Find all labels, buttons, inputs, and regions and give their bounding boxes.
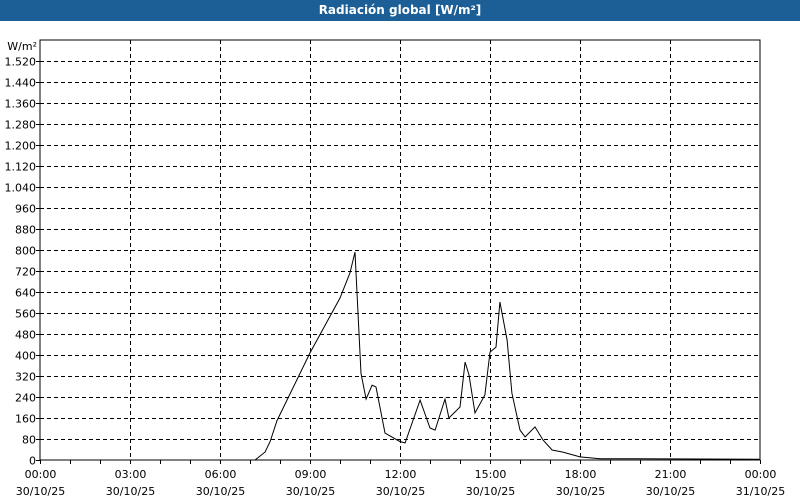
- y-tick-label: 880: [15, 224, 36, 237]
- y-tick-label: 160: [15, 413, 36, 426]
- x-tick-date-label: 30/10/25: [286, 485, 335, 498]
- x-tick-date-label: 30/10/25: [466, 485, 515, 498]
- y-tick-label: 800: [15, 245, 36, 258]
- y-tick-label: 1.040: [5, 182, 37, 195]
- y-tick-label: 80: [22, 434, 36, 447]
- y-tick-label: 480: [15, 329, 36, 342]
- y-axis: 0 80 160 240 320 400 480 560 640 720 800 880 960 1.04…: [5, 56, 40, 468]
- y-tick-label: 1.280: [5, 119, 37, 132]
- y-tick-label: 240: [15, 392, 36, 405]
- x-tick-time-label: 15:00: [475, 468, 507, 481]
- y-tick-label: 1.440: [5, 77, 37, 90]
- radiation-series-line: [40, 251, 761, 461]
- y-tick-label: 560: [15, 308, 36, 321]
- x-tick-date-label: 30/10/25: [646, 485, 695, 498]
- x-tick-date-label: 30/10/25: [376, 485, 425, 498]
- x-tick-time-label: 21:00: [655, 468, 687, 481]
- y-tick-label: 1.360: [5, 98, 37, 111]
- x-tick-time-label: 18:00: [565, 468, 597, 481]
- grid: [40, 40, 760, 460]
- y-tick-label: 960: [15, 203, 36, 216]
- y-tick-label: 400: [15, 350, 36, 363]
- chart-title: Radiación global [W/m²]: [318, 3, 482, 17]
- x-tick-date-label: 30/10/25: [16, 485, 65, 498]
- y-tick-label: 320: [15, 371, 36, 384]
- plot-frame: [39, 39, 761, 461]
- x-tick-date-label: 30/10/25: [106, 485, 155, 498]
- y-tick-label: 720: [15, 266, 36, 279]
- x-tick-time-label: 00:00: [25, 468, 57, 481]
- y-tick-label: 1.120: [5, 161, 37, 174]
- x-axis: 00:00 30/10/25 03:00 30/10/25 06:00 30/10/25 0…: [16, 460, 785, 498]
- y-tick-label: 1.200: [5, 140, 37, 153]
- chart-title-bar: Radiación global [W/m²]: [0, 0, 800, 21]
- x-tick-time-label: 03:00: [115, 468, 147, 481]
- x-tick-time-label: 12:00: [385, 468, 417, 481]
- x-tick-time-label: 09:00: [295, 468, 327, 481]
- x-tick-date-label: 30/10/25: [196, 485, 245, 498]
- series: [40, 251, 761, 461]
- x-tick-time-label: 06:00: [205, 468, 237, 481]
- x-tick-date-label: 30/10/25: [556, 485, 605, 498]
- x-tick-date-label: 31/10/25: [736, 485, 785, 498]
- y-tick-label: 640: [15, 287, 36, 300]
- y-tick-label: 0: [29, 455, 36, 468]
- x-tick-time-label: 00:00: [745, 468, 777, 481]
- y-axis-unit-label: W/m²: [7, 40, 37, 53]
- y-tick-label: 1.520: [5, 56, 37, 69]
